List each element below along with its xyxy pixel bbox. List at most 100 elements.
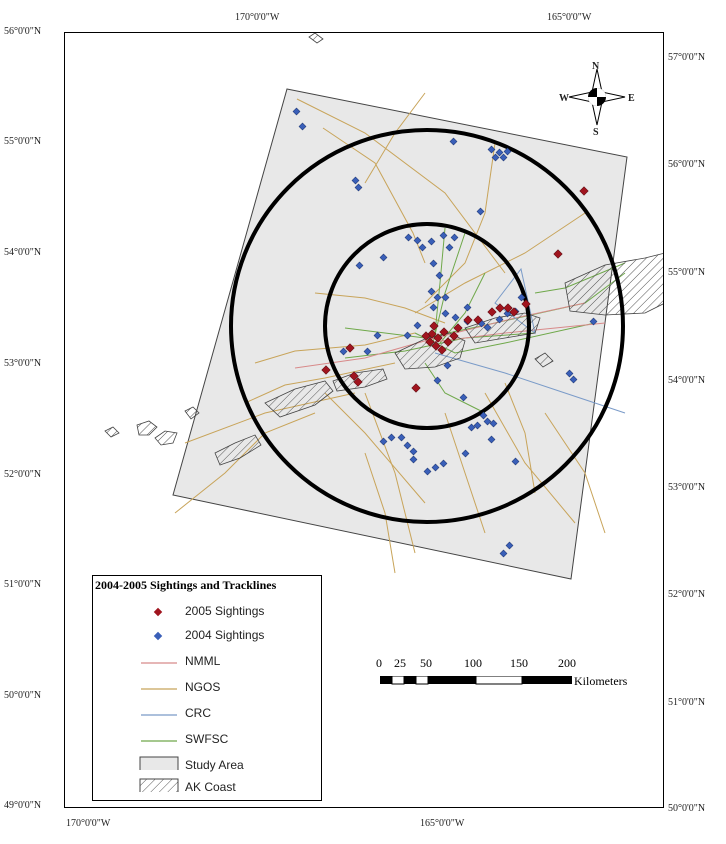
sighting-2004 [354, 183, 363, 192]
sighting-2004 [429, 259, 438, 268]
legend-item-2005-sightings: 2005 Sightings [139, 602, 319, 622]
sighting-2004 [511, 457, 520, 466]
sighting-2005 [443, 337, 453, 347]
right-lat-label: 52°0'0"N [668, 589, 706, 600]
legend-label: Study Area [185, 758, 244, 772]
scale-tick: 0 [376, 656, 382, 670]
sightings-2005 [321, 186, 589, 393]
right-lat-label: 54°0'0"N [668, 375, 706, 386]
sighting-2004 [450, 233, 459, 242]
sighting-2004 [459, 393, 468, 402]
sighting-2004 [431, 463, 440, 472]
sighting-2004 [499, 153, 508, 162]
left-lat-label: 50°0'0"N [4, 690, 42, 701]
sighting-2004 [418, 243, 427, 252]
sighting-2005 [487, 307, 497, 317]
legend-item-study-area: Study Area [139, 756, 319, 776]
legend-label: SWFSC [185, 732, 229, 746]
sighting-2005 [439, 327, 449, 337]
north-arrow-icon [568, 68, 626, 126]
legend-label: NMML [185, 654, 221, 668]
sighting-2004 [451, 313, 460, 322]
sighting-2005 [429, 321, 439, 331]
sighting-2004 [495, 148, 504, 157]
sighting-2004 [483, 323, 492, 332]
right-lat-label: 57°0'0"N [668, 52, 706, 63]
sighting-2004 [403, 441, 412, 450]
sighting-2004 [491, 153, 500, 162]
sighting-2004 [387, 433, 396, 442]
sighting-2004 [461, 449, 470, 458]
sighting-2005 [349, 371, 359, 381]
sighting-2004 [487, 145, 496, 154]
right-lat-label: 51°0'0"N [668, 697, 706, 708]
study-area [172, 88, 628, 580]
sighting-2004 [403, 331, 412, 340]
hatched-box-icon [139, 778, 179, 792]
sighting-2005 [321, 365, 331, 375]
compass-w: W [559, 93, 569, 104]
sighting-2005 [553, 249, 563, 259]
sighting-2004 [479, 411, 488, 420]
left-lat-label: 53°0'0"N [4, 358, 42, 369]
sighting-2004 [413, 236, 422, 245]
scale-bar: 0 25 50 100 150 200 Kilometers [370, 656, 660, 696]
sighting-2004 [351, 176, 360, 185]
compass-n: N [592, 61, 600, 72]
sighting-2005 [503, 303, 513, 313]
sighting-2004 [409, 447, 418, 456]
scale-tick: 200 [558, 656, 576, 670]
study-area-box-icon [139, 756, 179, 770]
left-lat-label: 54°0'0"N [4, 247, 42, 258]
sighting-2004 [476, 207, 485, 216]
sighting-2004 [505, 541, 514, 550]
sighting-2004 [379, 253, 388, 262]
sighting-2004 [439, 231, 448, 240]
legend-label: NGOS [185, 680, 221, 694]
left-lat-label: 55°0'0"N [4, 136, 42, 147]
legend-label: 2004 Sightings [185, 628, 265, 642]
scale-tick: 50 [420, 656, 432, 670]
sighting-2005 [509, 307, 519, 317]
sighting-2005 [345, 343, 355, 353]
sighting-2005 [521, 299, 531, 309]
legend-label: AK Coast [185, 780, 236, 794]
ak-coast [104, 33, 663, 466]
red-diamond-icon [153, 607, 163, 617]
map-canvas[interactable] [65, 33, 664, 808]
left-lat-label: 52°0'0"N [4, 469, 42, 480]
sighting-2004 [397, 433, 406, 442]
compass-e: E [628, 93, 635, 104]
left-lat-label: 51°0'0"N [4, 579, 42, 590]
sighting-2004 [409, 455, 418, 464]
legend-item-crc: CRC [139, 704, 319, 724]
legend-label: CRC [185, 706, 211, 720]
sighting-2004 [379, 437, 388, 446]
sighting-2004 [463, 303, 472, 312]
sighting-2005 [463, 315, 473, 325]
sighting-2004 [483, 417, 492, 426]
top-lon-label-1: 170°0'0"W [235, 12, 280, 23]
sightings-2004 [292, 107, 598, 558]
sighting-2004 [499, 549, 508, 558]
right-lat-label: 50°0'0"N [668, 803, 706, 814]
sighting-2004 [427, 287, 436, 296]
sighting-2004 [298, 122, 307, 131]
scale-unit: Kilometers [574, 674, 628, 688]
legend-item-swfsc: SWFSC [139, 730, 319, 750]
sighting-2004 [503, 309, 512, 318]
sighting-2005 [437, 345, 447, 355]
sighting-2004 [503, 147, 512, 156]
right-lat-label: 53°0'0"N [668, 482, 706, 493]
sighting-2004 [517, 293, 526, 302]
left-lat-label: 49°0'0"N [4, 800, 42, 811]
sighting-2004 [339, 347, 348, 356]
sighting-2004 [449, 137, 458, 146]
legend-item-nmml: NMML [139, 652, 319, 672]
legend-label: 2005 Sightings [185, 604, 265, 618]
sighting-2004 [363, 347, 372, 356]
right-lat-label: 55°0'0"N [668, 267, 706, 278]
sighting-2005 [473, 315, 483, 325]
swfsc-line-icon [141, 740, 177, 742]
sighting-2004 [413, 321, 422, 330]
